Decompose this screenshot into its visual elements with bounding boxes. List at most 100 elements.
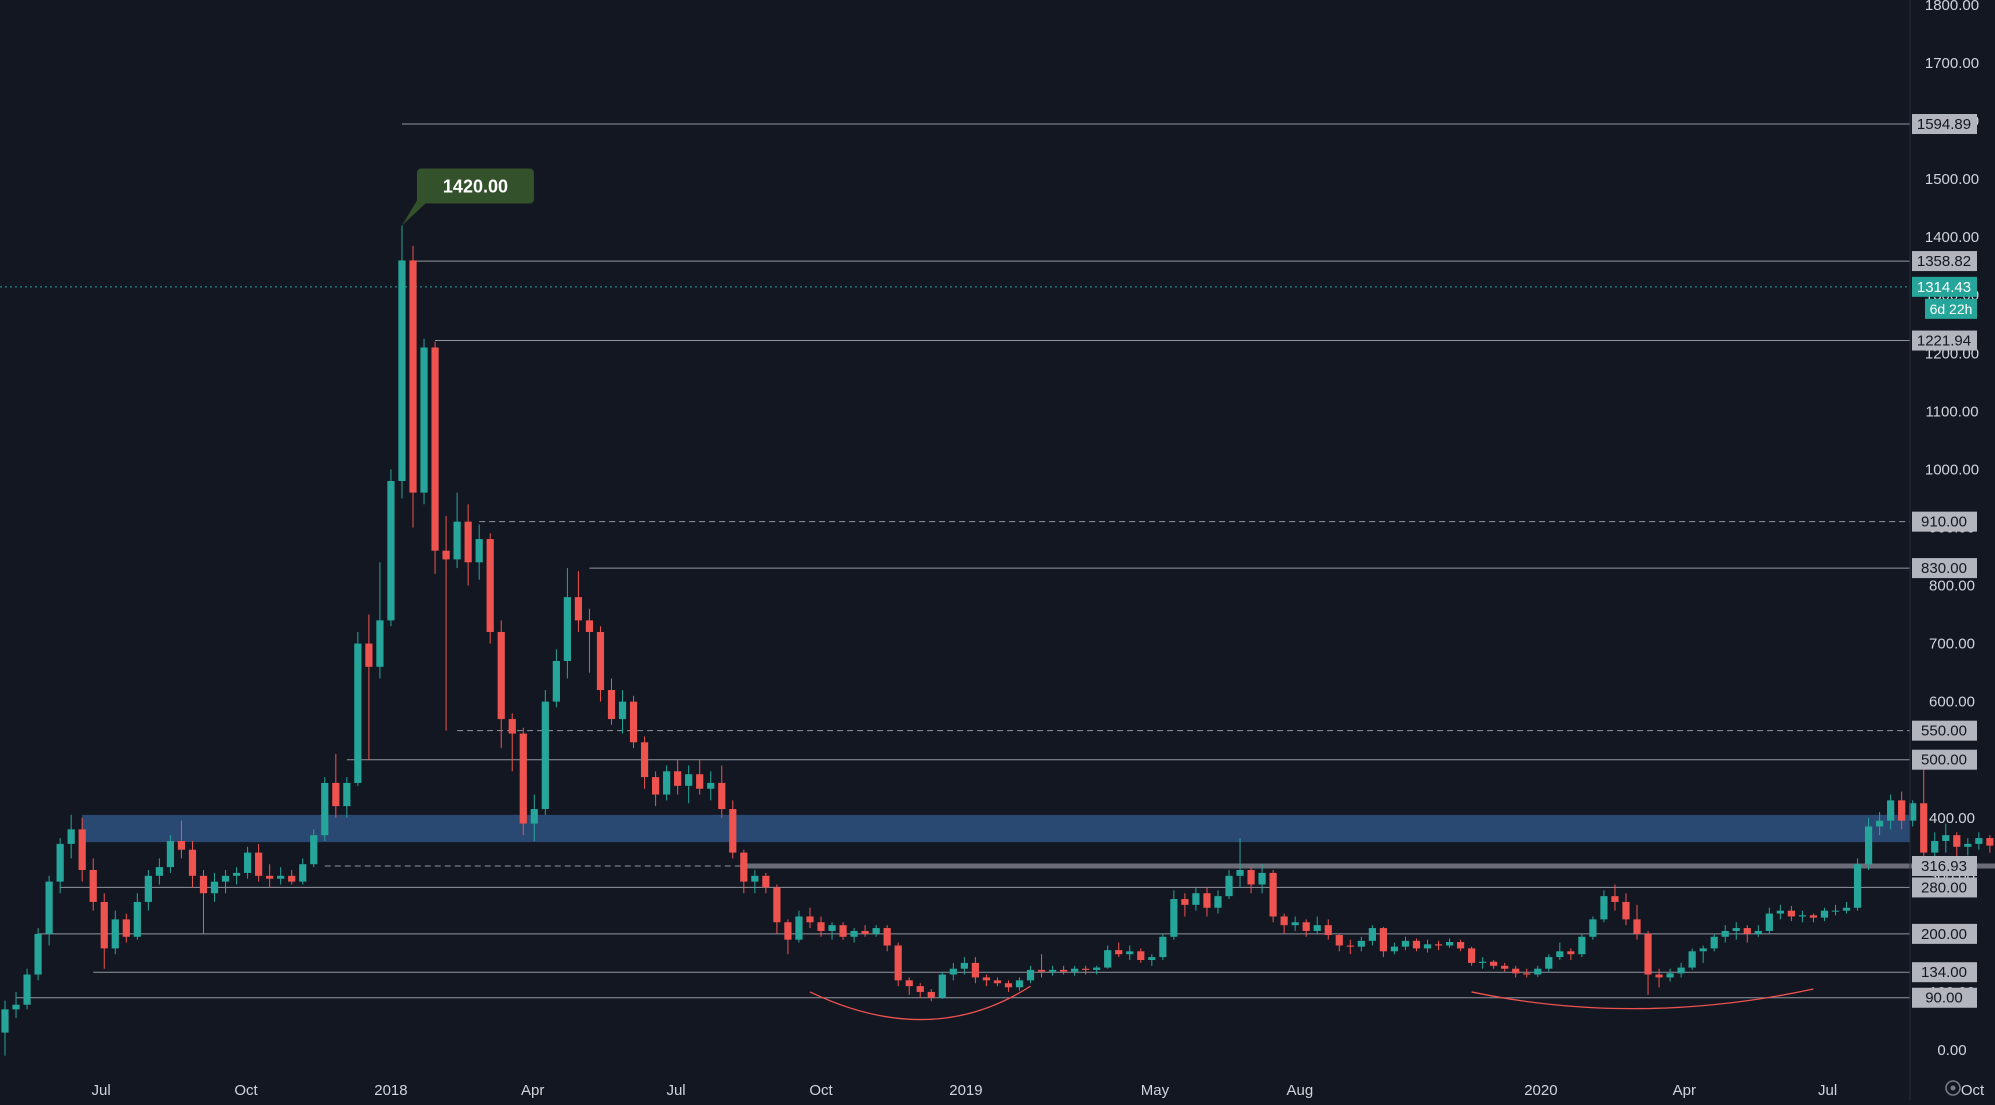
candle[interactable] [839, 922, 847, 940]
level-price-tag[interactable]: 280.00 [1912, 877, 1977, 898]
candle[interactable] [629, 695, 638, 749]
candle[interactable] [1048, 965, 1057, 976]
candle[interactable] [1115, 942, 1123, 958]
candle[interactable] [1423, 939, 1432, 953]
candle[interactable] [784, 919, 792, 955]
candle[interactable] [23, 968, 31, 1010]
candle[interactable] [166, 835, 175, 873]
candle[interactable] [1037, 954, 1046, 978]
candle[interactable] [1765, 907, 1773, 934]
candle[interactable] [1964, 838, 1972, 856]
candle[interactable] [971, 957, 979, 984]
candle[interactable] [1379, 926, 1387, 958]
candle[interactable] [354, 631, 362, 786]
candle[interactable] [431, 341, 439, 574]
candle[interactable] [1809, 913, 1818, 923]
candle[interactable] [1677, 962, 1685, 978]
candle[interactable] [1104, 945, 1112, 969]
candle[interactable] [199, 870, 208, 934]
candle[interactable] [122, 913, 130, 943]
candle[interactable] [398, 225, 406, 499]
candle[interactable] [89, 858, 97, 911]
candle[interactable] [1357, 936, 1365, 952]
candle[interactable] [1468, 946, 1476, 966]
candle[interactable] [1512, 965, 1520, 978]
candle[interactable] [486, 533, 494, 644]
candle[interactable] [1247, 867, 1255, 894]
candle[interactable] [1909, 800, 1917, 827]
candle[interactable] [861, 925, 869, 937]
candle[interactable] [1853, 858, 1862, 911]
candle[interactable] [1203, 887, 1211, 917]
candle[interactable] [1434, 940, 1443, 951]
candle[interactable] [927, 989, 935, 1002]
candle[interactable] [188, 840, 197, 888]
candle[interactable] [133, 893, 141, 940]
level-price-tag[interactable]: 830.00 [1912, 558, 1977, 579]
level-price-tag[interactable]: 200.00 [1912, 923, 1977, 944]
level-price-tag[interactable]: 1221.94 [1912, 330, 1977, 351]
candle[interactable] [795, 910, 803, 943]
candle[interactable] [1501, 962, 1509, 972]
candle[interactable] [1192, 887, 1200, 911]
candle[interactable] [916, 983, 924, 998]
candle[interactable] [1931, 832, 1939, 859]
candle[interactable] [696, 759, 704, 795]
candle[interactable] [1776, 904, 1784, 920]
candle[interactable] [1390, 942, 1399, 955]
candle[interactable] [144, 870, 152, 911]
candle[interactable] [1401, 936, 1410, 951]
candle[interactable] [1942, 823, 1950, 853]
candle[interactable] [266, 864, 274, 888]
candle[interactable] [651, 771, 660, 807]
candle[interactable] [960, 957, 968, 975]
candle[interactable] [740, 849, 748, 894]
candle[interactable] [376, 562, 384, 679]
candle[interactable] [12, 991, 20, 1019]
candle[interactable] [67, 814, 75, 859]
candle[interactable] [1060, 965, 1068, 975]
candle[interactable] [1181, 893, 1189, 917]
level-price-tag[interactable]: 1594.89 [1912, 114, 1977, 135]
candle[interactable] [806, 907, 814, 929]
candle[interactable] [1015, 977, 1024, 991]
candle[interactable] [1225, 870, 1233, 900]
candle[interactable] [828, 922, 836, 940]
candle[interactable] [817, 916, 825, 937]
level-price-tag[interactable]: 90.00 [1912, 987, 1977, 1008]
candle[interactable] [277, 867, 285, 885]
candle[interactable] [574, 571, 583, 632]
candle[interactable] [1920, 768, 1928, 871]
candle[interactable] [1004, 980, 1013, 992]
level-price-tag[interactable]: 1358.82 [1912, 251, 1977, 272]
candle[interactable] [45, 875, 53, 946]
candle[interactable] [640, 736, 649, 789]
candle[interactable] [729, 800, 737, 859]
candle[interactable] [872, 925, 880, 937]
candle[interactable] [508, 713, 516, 772]
candle[interactable] [563, 568, 571, 679]
candle[interactable] [100, 893, 108, 969]
candle[interactable] [497, 620, 505, 749]
candle[interactable] [34, 928, 42, 981]
candle[interactable] [1898, 791, 1906, 830]
candle[interactable] [420, 338, 428, 505]
candle[interactable] [1831, 904, 1840, 916]
candle[interactable] [1071, 965, 1079, 976]
candle[interactable] [78, 817, 86, 882]
candle[interactable] [1368, 925, 1376, 946]
candle[interactable] [1236, 838, 1244, 888]
candle[interactable] [255, 843, 263, 882]
level-price-tag[interactable]: 316.93 [1912, 855, 1977, 876]
candle[interactable] [1479, 957, 1487, 969]
candle[interactable] [993, 977, 1002, 987]
candle[interactable] [243, 846, 252, 879]
candle[interactable] [1864, 817, 1873, 871]
candle[interactable] [1313, 916, 1321, 934]
candle[interactable] [596, 626, 605, 702]
candle[interactable] [1633, 904, 1641, 940]
current-price-tag[interactable]: 1314.43 6d 22h [1912, 276, 1977, 319]
candle[interactable] [1545, 954, 1553, 972]
candle[interactable] [1556, 942, 1564, 961]
candle[interactable] [442, 515, 450, 731]
